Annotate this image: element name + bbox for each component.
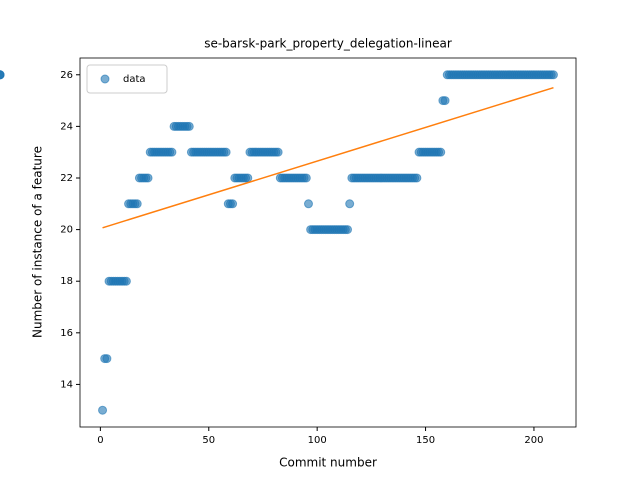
data-point (436, 147, 446, 157)
data-point (440, 96, 450, 106)
x-tick-label: 100 (308, 435, 327, 446)
legend-box (86, 64, 168, 94)
y-tick-label: 22 (60, 173, 73, 184)
data-point (301, 173, 311, 183)
data-point (548, 70, 558, 80)
x-tick-label: 50 (202, 435, 215, 446)
data-point (221, 147, 231, 157)
data-point (167, 147, 177, 157)
data-point (273, 147, 283, 157)
x-tick-label: 200 (524, 435, 543, 446)
data-point (143, 173, 153, 183)
x-axis-label: Commit number (279, 456, 377, 470)
y-tick-label: 20 (60, 225, 73, 236)
y-tick-label: 24 (60, 121, 73, 132)
y-tick-label: 16 (60, 328, 73, 339)
chart-title: se-barsk-park_property_delegation-linear (204, 37, 452, 51)
data-point (243, 173, 253, 183)
legend-marker (100, 74, 110, 84)
y-tick-label: 26 (60, 70, 73, 81)
data-point (345, 199, 355, 209)
data-point (228, 199, 238, 209)
data-point (0, 70, 5, 80)
data-point (102, 354, 112, 364)
data-point (121, 276, 131, 286)
data-point (343, 225, 353, 235)
y-tick-label: 14 (60, 379, 73, 390)
plot-frame (79, 57, 577, 428)
data-point (98, 405, 108, 415)
y-tick-label: 18 (60, 276, 73, 287)
data-point (303, 199, 313, 209)
x-tick-label: 150 (416, 435, 435, 446)
fit-line (102, 86, 554, 229)
x-tick-label: 0 (97, 435, 103, 446)
data-point (412, 173, 422, 183)
legend-label: data (123, 74, 146, 85)
y-axis-label: Number of instance of a feature (31, 146, 45, 338)
data-point (184, 121, 194, 131)
data-point (132, 199, 142, 209)
